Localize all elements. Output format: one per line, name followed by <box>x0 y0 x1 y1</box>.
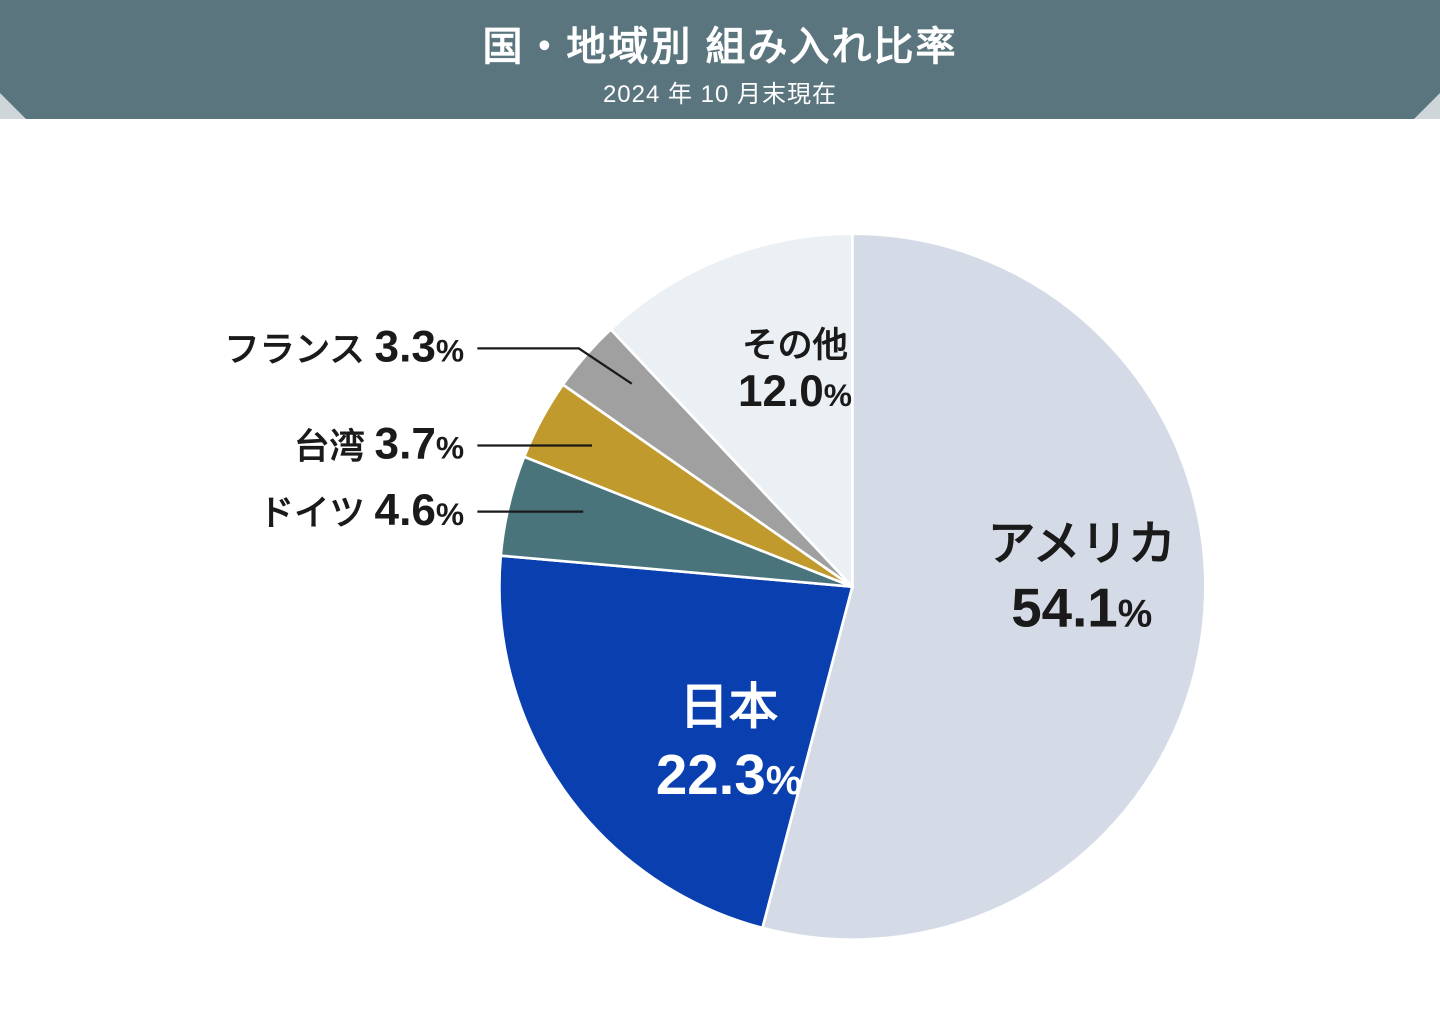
header-triangle-left <box>0 93 26 119</box>
chart-title: 国・地域別 組み入れ比率 <box>0 14 1440 72</box>
slice-label: 日本 <box>679 679 778 734</box>
header-triangle-right <box>1414 93 1440 119</box>
callout-label: ドイツ 4.6% <box>259 486 464 535</box>
slice-label: その他 <box>742 326 848 365</box>
slice-label: アメリカ <box>988 518 1176 571</box>
callout-label: 台湾 3.7% <box>294 420 464 469</box>
chart-header: 国・地域別 組み入れ比率 2024 年 10 月末現在 <box>0 0 1440 119</box>
pie-chart-container: アメリカ54.1%日本22.3%その他12.0%ドイツ 4.6%台湾 3.7%フ… <box>0 119 1440 1019</box>
callout-label: フランス 3.3% <box>224 323 464 372</box>
pie-chart-svg: アメリカ54.1%日本22.3%その他12.0%ドイツ 4.6%台湾 3.7%フ… <box>0 119 1440 1019</box>
chart-subtitle: 2024 年 10 月末現在 <box>0 74 1440 109</box>
